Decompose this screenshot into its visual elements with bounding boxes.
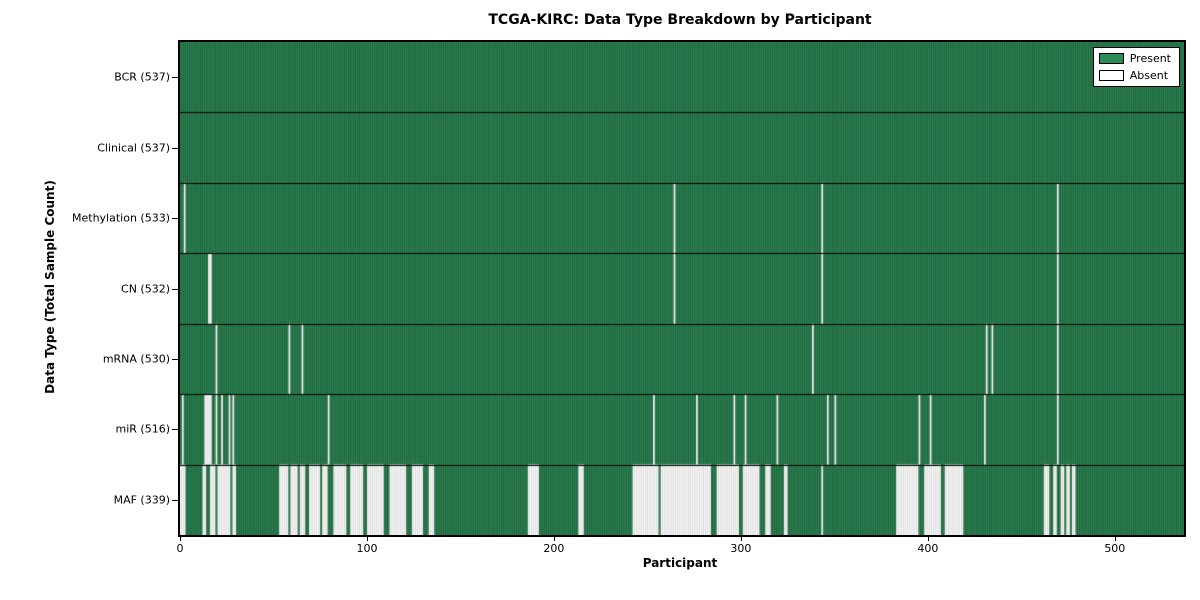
y-tick-mark [172, 218, 178, 220]
x-axis-label: Participant [642, 556, 718, 570]
legend-label-absent: Absent [1129, 69, 1169, 82]
x-tick-mark [740, 535, 742, 541]
y-tick-mark [172, 429, 178, 431]
plot-area: Present Absent [178, 40, 1186, 537]
y-tick-label-CN: CN (532) [121, 282, 170, 295]
y-tick-mark [172, 147, 178, 149]
x-tick-mark [180, 535, 181, 541]
y-tick-mark [172, 77, 178, 79]
legend: Present Absent [1092, 47, 1180, 87]
y-tick-label-miR: miR (516) [115, 422, 171, 436]
y-tick-label-mRNA: mRNA (530) [102, 352, 170, 366]
x-tick-label: 300 [730, 542, 752, 555]
y-tick-label-Clinical: Clinical (537) [97, 141, 170, 155]
x-tick-mark [366, 535, 368, 541]
y-axis-label: Data Type (Total Sample Count) [43, 180, 57, 394]
legend-item-absent: Absent [1098, 69, 1171, 82]
x-tick-mark [553, 535, 555, 541]
y-tick-mark [172, 288, 178, 290]
y-tick-mark [172, 358, 178, 360]
present-swatch-icon [1098, 53, 1124, 64]
legend-item-present: Present [1098, 52, 1171, 65]
legend-label-present: Present [1129, 52, 1171, 65]
x-tick-label: 0 [176, 542, 184, 555]
x-tick-label: 400 [917, 542, 939, 555]
y-tick-label-Methylation: Methylation (533) [72, 211, 170, 225]
x-tick-label: 200 [543, 542, 565, 555]
chart-title: TCGA-KIRC: Data Type Breakdown by Partic… [488, 12, 872, 28]
y-tick-label-MAF: MAF (339) [113, 493, 170, 507]
x-tick-mark [1114, 535, 1116, 541]
y-tick-mark [172, 499, 178, 501]
x-tick-label: 500 [1104, 542, 1126, 555]
x-tick-label: 100 [356, 542, 378, 555]
absent-swatch-icon [1098, 70, 1124, 81]
heatmap-canvas [180, 42, 1184, 535]
y-tick-label-BCR: BCR (537) [114, 70, 170, 84]
x-tick-mark [927, 535, 929, 541]
